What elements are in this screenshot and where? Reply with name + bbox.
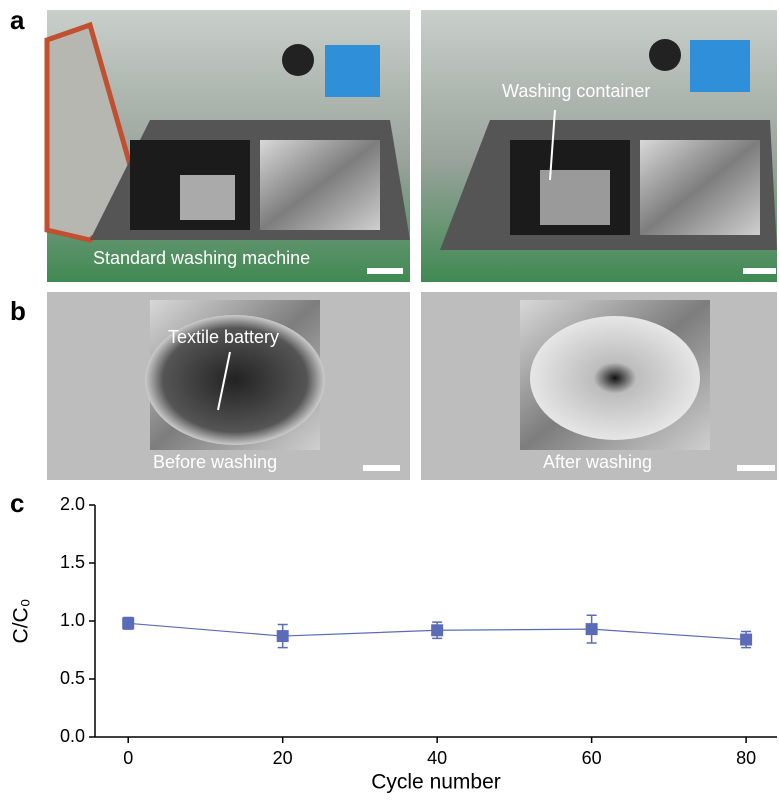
- panel-letter: a: [10, 5, 25, 35]
- photo-caption: After washing: [543, 452, 652, 472]
- panel-letter: c: [10, 488, 24, 518]
- x-tick-label: 20: [273, 748, 293, 768]
- photo-standard-machine: [47, 10, 410, 282]
- data-point: [586, 623, 598, 635]
- x-tick-label: 60: [582, 748, 602, 768]
- photo-caption: Before washing: [153, 452, 277, 472]
- x-axis-label: Cycle number: [371, 771, 501, 794]
- photo-washing-container: [421, 10, 777, 282]
- y-tick-label: 0.0: [60, 726, 85, 746]
- photo-annotation: Washing container: [502, 81, 650, 101]
- x-tick-label: 40: [427, 748, 447, 768]
- data-point: [277, 630, 289, 642]
- data-point: [122, 617, 134, 629]
- data-point: [431, 624, 443, 636]
- y-axis-label: C/C₀: [10, 599, 33, 644]
- chart: 0.0 0.5 1.0 1.5 2.0 0 20 40 60 80 Cycle number C/C₀: [10, 494, 777, 794]
- x-tick-label: 80: [736, 748, 756, 768]
- y-tick-label: 2.0: [60, 494, 85, 514]
- photo-annotation: Textile battery: [168, 327, 279, 347]
- x-tick-label: 0: [123, 748, 133, 768]
- figure: a Standard washing machine Washing conta…: [0, 0, 779, 798]
- y-tick-label: 1.0: [60, 610, 85, 630]
- y-tick-label: 1.5: [60, 552, 85, 572]
- data-point: [740, 634, 752, 646]
- y-tick-label: 0.5: [60, 668, 85, 688]
- photo-caption: Standard washing machine: [93, 248, 310, 268]
- panel-letter: b: [10, 296, 26, 326]
